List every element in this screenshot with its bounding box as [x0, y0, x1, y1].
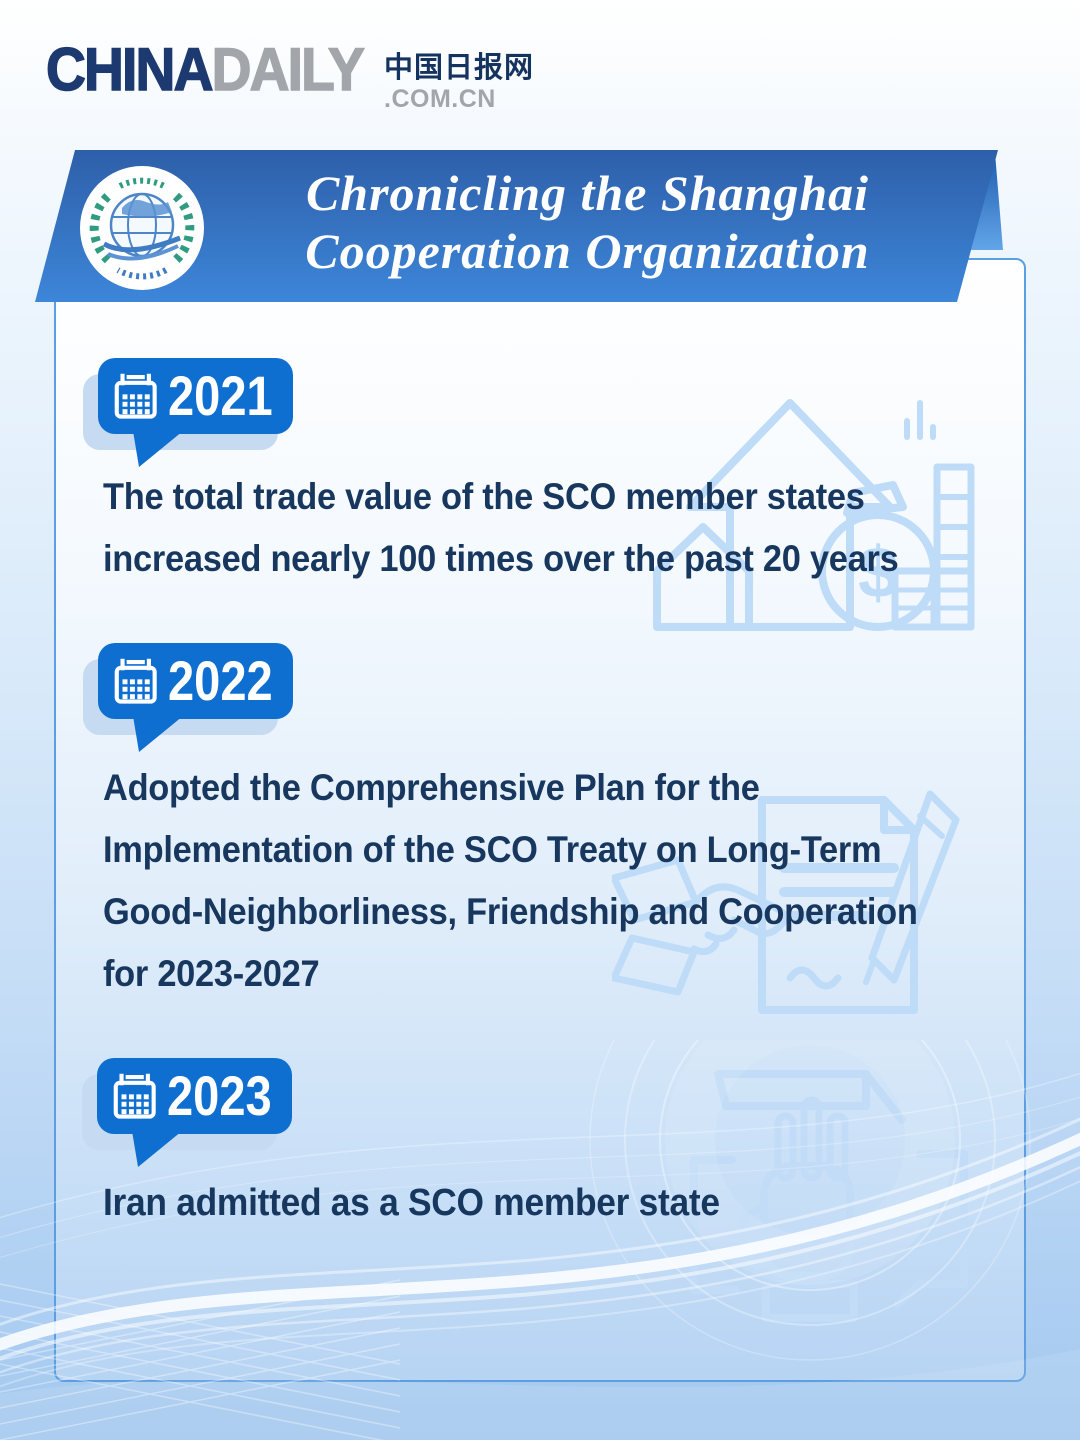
banner-fold	[971, 153, 1003, 250]
year-label: 2022	[168, 649, 274, 712]
brand-chinese-characters: 中国日报网	[384, 52, 535, 84]
brand-primary: CHINA	[45, 36, 214, 103]
calendar-icon	[114, 658, 157, 704]
treaty-signing-icon	[612, 790, 960, 1014]
timeline-line: Implementation of the SCO Treaty on Long…	[103, 829, 882, 870]
banner-shape	[35, 150, 998, 302]
sco-emblem-icon	[80, 166, 204, 290]
banner-ribbon	[35, 150, 1003, 302]
timeline-line: Good-Neighborliness, Friendship and Coop…	[103, 891, 918, 932]
year-badge-2021: 2021	[83, 358, 343, 473]
trade-growth-icon: $	[653, 399, 975, 631]
calendar-icon	[113, 1073, 156, 1119]
chinadaily-logo: CHINADAILY	[45, 39, 365, 101]
timeline-line: for 2023-2027	[103, 953, 320, 994]
timeline-text-2023: Iran admitted as a SCO member state	[103, 1172, 766, 1234]
calendar-icon	[114, 373, 157, 419]
timeline-line: Iran admitted as a SCO member state	[103, 1182, 720, 1224]
brand-cn-block: 中国日报网 .COM.CN	[384, 44, 554, 114]
timeline-line: The total trade value of the SCO member …	[103, 476, 865, 517]
badge-bubble: 2021	[98, 358, 293, 434]
year-badge-2022: 2022	[83, 643, 343, 758]
banner-title-line2: Cooperation Organization	[305, 223, 870, 279]
banner-title: Chronicling the Shanghai Cooperation Org…	[205, 164, 970, 280]
brand-domain: .COM.CN	[384, 85, 496, 113]
svg-text:$: $	[858, 533, 898, 613]
timeline-text-2022: Adopted the Comprehensive Plan for the I…	[103, 757, 979, 1005]
badge-bubble: 2023	[97, 1058, 292, 1134]
timeline-text-2021: The total trade value of the SCO member …	[103, 466, 958, 590]
year-label: 2021	[168, 364, 274, 427]
timeline-line: Adopted the Comprehensive Plan for the	[103, 767, 760, 808]
brand-secondary: DAILY	[211, 36, 366, 103]
chinadaily-masthead: CHINADAILY 中国日报网 .COM.CN	[45, 39, 533, 113]
badge-bubble: 2022	[98, 643, 293, 719]
timeline-line: increased nearly 100 times over the past…	[103, 538, 899, 579]
year-label: 2023	[167, 1064, 273, 1127]
year-badge-2023: 2023	[82, 1058, 342, 1173]
banner-title-line1: Chronicling the Shanghai	[305, 165, 870, 221]
